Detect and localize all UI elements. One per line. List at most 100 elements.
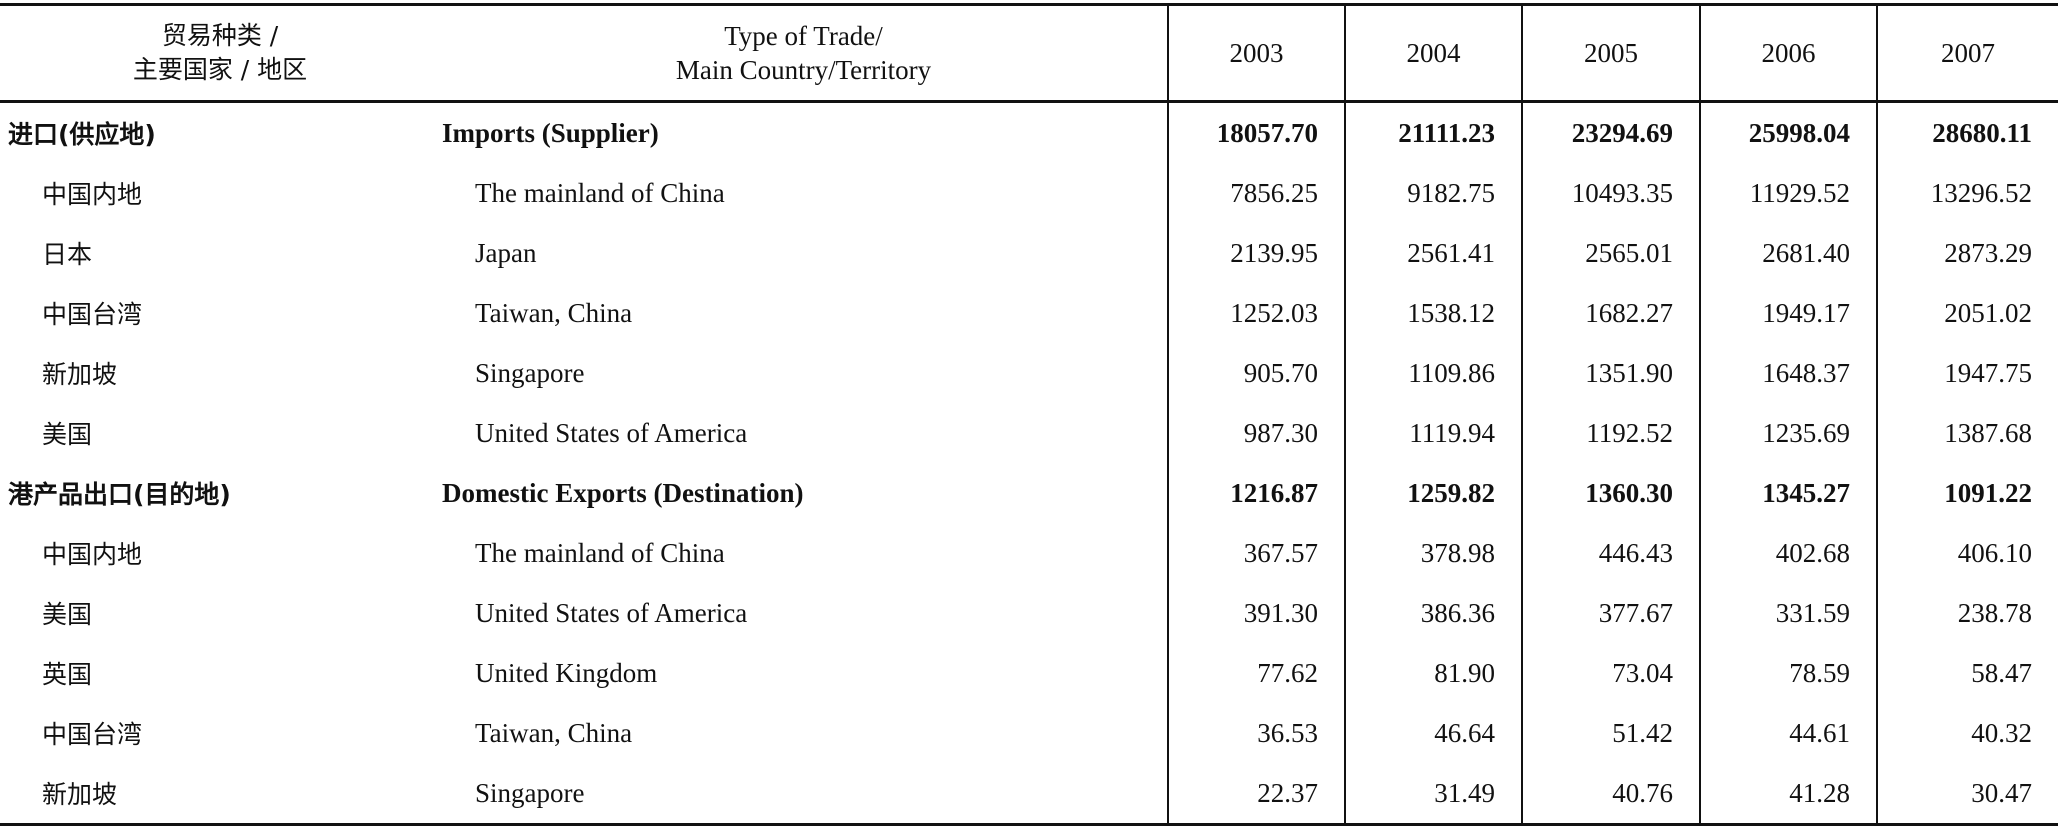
value-cell: 1345.27 <box>1699 463 1877 523</box>
data-row: 日本 Japan 2139.95 2561.41 2565.01 2681.40 2873.… <box>0 223 2058 283</box>
row-label-cn: 美国 <box>42 420 93 449</box>
row-label-en: Imports (Supplier) <box>442 117 659 148</box>
text-line: Type of Trade/ <box>724 21 883 51</box>
value-cell: 18057.70 <box>1167 101 1345 163</box>
value-cell: 905.70 <box>1167 343 1345 403</box>
value-cell: 25998.04 <box>1699 101 1877 163</box>
header-year: 2004 <box>1344 3 1522 103</box>
header-year: 2003 <box>1167 3 1345 103</box>
value-cell: 1192.52 <box>1521 403 1700 463</box>
row-label-cn: 新加坡 <box>42 360 118 389</box>
value-cell: 331.59 <box>1699 583 1877 643</box>
data-row: 中国内地 The mainland of China 367.57 378.98 446… <box>0 523 2058 583</box>
row-label-en: United States of America <box>475 597 748 628</box>
row-label-en: Japan <box>475 237 537 268</box>
header-year: 2005 <box>1521 3 1700 103</box>
text-line: 贸易种类 / <box>161 21 279 50</box>
value-cell: 10493.35 <box>1521 163 1700 223</box>
trade-table: 贸易种类 / 主要国家 / 地区 Type of Trade/Main Countr… <box>0 3 2058 826</box>
value-cell: 1387.68 <box>1876 403 2058 463</box>
value-cell: 1235.69 <box>1699 403 1877 463</box>
value-cell: 78.59 <box>1699 643 1877 703</box>
value-cell: 51.42 <box>1521 703 1700 763</box>
value-cell: 2051.02 <box>1876 283 2058 343</box>
group-row: 进口(供应地) Imports (Supplier) 18057.70 21111.2… <box>0 101 2058 163</box>
value-cell: 238.78 <box>1876 583 2058 643</box>
row-label-en: The mainland of China <box>475 177 725 208</box>
value-cell: 1947.75 <box>1876 343 2058 403</box>
table-body: 进口(供应地) Imports (Supplier) 18057.70 21111.2… <box>0 101 2058 826</box>
row-label-en: United States of America <box>475 417 748 448</box>
header-year: 2006 <box>1699 3 1877 103</box>
value-cell: 367.57 <box>1167 523 1345 583</box>
value-cell: 406.10 <box>1876 523 2058 583</box>
value-cell: 23294.69 <box>1521 101 1700 163</box>
value-cell: 446.43 <box>1521 523 1700 583</box>
value-cell: 41.28 <box>1699 763 1877 826</box>
header-year: 2007 <box>1876 3 2058 103</box>
value-cell: 377.67 <box>1521 583 1700 643</box>
value-cell: 1252.03 <box>1167 283 1345 343</box>
value-cell: 1119.94 <box>1344 403 1522 463</box>
data-row: 新加坡 Singapore 905.70 1109.86 1351.90 1648.37 1… <box>0 343 2058 403</box>
value-cell: 391.30 <box>1167 583 1345 643</box>
value-cell: 1351.90 <box>1521 343 1700 403</box>
row-label-cn: 中国内地 <box>42 540 143 569</box>
data-row: 美国 United States of America 987.30 1119.94 1… <box>0 403 2058 463</box>
value-cell: 58.47 <box>1876 643 2058 703</box>
value-cell: 1648.37 <box>1699 343 1877 403</box>
value-cell: 13296.52 <box>1876 163 2058 223</box>
value-cell: 402.68 <box>1699 523 1877 583</box>
value-cell: 7856.25 <box>1167 163 1345 223</box>
group-row: 港产品出口(目的地) Domestic Exports (Destination)… <box>0 463 2058 523</box>
row-label-cn: 中国台湾 <box>42 720 143 749</box>
value-cell: 28680.11 <box>1876 101 2058 163</box>
value-cell: 1091.22 <box>1876 463 2058 523</box>
data-row: 中国内地 The mainland of China 7856.25 9182.75 1… <box>0 163 2058 223</box>
value-cell: 9182.75 <box>1344 163 1522 223</box>
value-cell: 46.64 <box>1344 703 1522 763</box>
value-cell: 31.49 <box>1344 763 1522 826</box>
value-cell: 1538.12 <box>1344 283 1522 343</box>
value-cell: 36.53 <box>1167 703 1345 763</box>
data-row: 美国 United States of America 391.30 386.36 37… <box>0 583 2058 643</box>
value-cell: 1109.86 <box>1344 343 1522 403</box>
data-row: 新加坡 Singapore 22.37 31.49 40.76 41.28 30.47 <box>0 763 2058 826</box>
value-cell: 1682.27 <box>1521 283 1700 343</box>
value-cell: 81.90 <box>1344 643 1522 703</box>
header-row: 贸易种类 / 主要国家 / 地区 Type of Trade/Main Countr… <box>0 3 2058 103</box>
value-cell: 386.36 <box>1344 583 1522 643</box>
value-cell: 987.30 <box>1167 403 1345 463</box>
header-cn: 贸易种类 / 主要国家 / 地区 <box>0 3 440 103</box>
value-cell: 11929.52 <box>1699 163 1877 223</box>
value-cell: 30.47 <box>1876 763 2058 826</box>
text-line: Main Country/Territory <box>675 55 932 85</box>
row-label-en: Domestic Exports (Destination) <box>442 477 804 508</box>
value-cell: 44.61 <box>1699 703 1877 763</box>
row-label-en: The mainland of China <box>475 537 725 568</box>
value-cell: 21111.23 <box>1344 101 1522 163</box>
row-label-cn: 英国 <box>42 660 93 689</box>
value-cell: 40.76 <box>1521 763 1700 826</box>
row-label-en: Taiwan, China <box>475 717 633 748</box>
text-line: 主要国家 / 地区 <box>132 55 308 84</box>
row-label-en: Singapore <box>475 357 585 388</box>
row-label-cn: 美国 <box>42 600 93 629</box>
data-row: 中国台湾 Taiwan, China 1252.03 1538.12 1682.27 19… <box>0 283 2058 343</box>
row-label-cn: 港产品出口(目的地) <box>8 480 231 509</box>
row-label-cn: 日本 <box>42 240 93 269</box>
value-cell: 2873.29 <box>1876 223 2058 283</box>
value-cell: 1360.30 <box>1521 463 1700 523</box>
value-cell: 77.62 <box>1167 643 1345 703</box>
value-cell: 73.04 <box>1521 643 1700 703</box>
row-label-cn: 中国内地 <box>42 180 143 209</box>
value-cell: 2561.41 <box>1344 223 1522 283</box>
value-cell: 1259.82 <box>1344 463 1522 523</box>
value-cell: 22.37 <box>1167 763 1345 826</box>
row-label-cn: 中国台湾 <box>42 300 143 329</box>
row-label-cn: 进口(供应地) <box>8 120 156 149</box>
value-cell: 40.32 <box>1876 703 2058 763</box>
value-cell: 1949.17 <box>1699 283 1877 343</box>
header-en: Type of Trade/Main Country/Territory <box>440 3 1168 103</box>
data-row: 中国台湾 Taiwan, China 36.53 46.64 51.42 44.61 40.… <box>0 703 2058 763</box>
